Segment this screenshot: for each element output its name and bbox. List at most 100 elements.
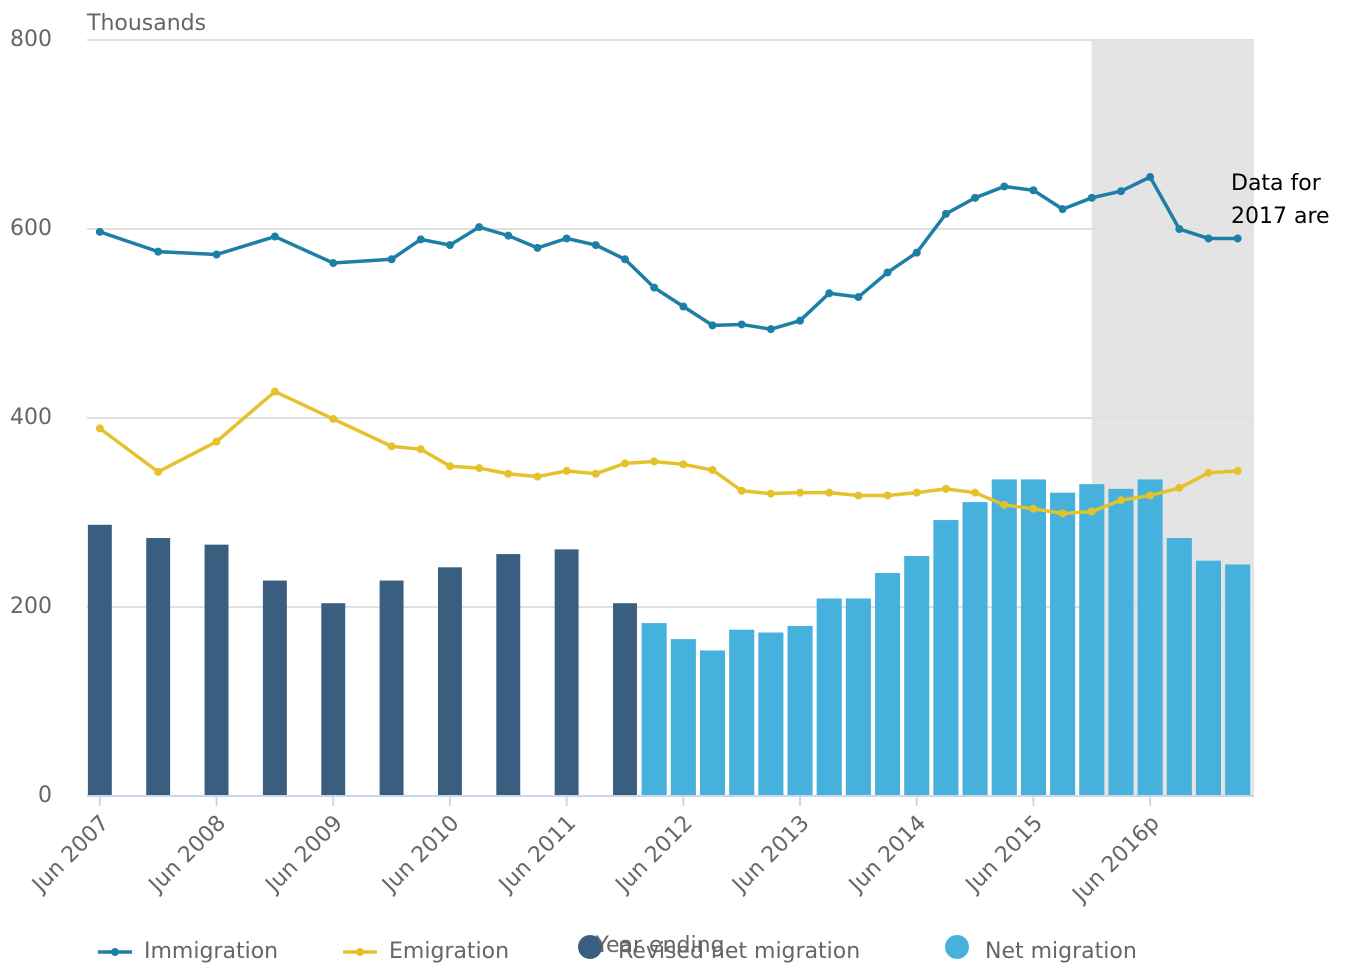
point bbox=[971, 488, 980, 497]
y-axis-title: Thousands bbox=[86, 11, 206, 36]
bar bbox=[670, 639, 696, 796]
point bbox=[95, 424, 104, 433]
y-tick-label: 800 bbox=[10, 27, 52, 52]
point bbox=[825, 488, 834, 497]
legend-label: Immigration bbox=[144, 939, 278, 964]
bar bbox=[1225, 564, 1251, 796]
point bbox=[1087, 193, 1096, 202]
point bbox=[416, 445, 425, 454]
point bbox=[1146, 491, 1155, 500]
annotation: Data for bbox=[1231, 171, 1322, 196]
point bbox=[154, 247, 163, 256]
bar bbox=[758, 632, 784, 796]
point bbox=[854, 293, 863, 302]
x-tick-label: Jun 2012 bbox=[610, 811, 698, 899]
point bbox=[883, 268, 892, 277]
bar bbox=[496, 554, 521, 796]
point bbox=[620, 255, 629, 264]
point bbox=[912, 488, 921, 497]
point bbox=[1000, 182, 1009, 191]
point bbox=[1204, 468, 1213, 477]
point bbox=[941, 209, 950, 218]
point bbox=[475, 223, 484, 232]
bar bbox=[845, 598, 871, 796]
point bbox=[650, 457, 659, 466]
y-tick-label: 400 bbox=[10, 405, 52, 430]
bar bbox=[437, 567, 462, 796]
x-tick-label: Jun 2016p bbox=[1067, 811, 1165, 909]
bar bbox=[1137, 479, 1163, 796]
point bbox=[329, 259, 338, 268]
point bbox=[416, 235, 425, 244]
x-tick-label: Jun 2013 bbox=[727, 811, 815, 899]
legend-label: Emigration bbox=[389, 939, 509, 964]
point bbox=[1233, 466, 1242, 475]
bar bbox=[1166, 538, 1192, 796]
x-tick-label: Jun 2015 bbox=[960, 811, 1048, 899]
point bbox=[270, 387, 279, 396]
point bbox=[1175, 483, 1184, 492]
x-axis-title: Year ending bbox=[594, 933, 724, 958]
line bbox=[99, 174, 1238, 331]
bar bbox=[379, 580, 404, 796]
point bbox=[562, 466, 571, 475]
point bbox=[854, 491, 863, 500]
legend-marker bbox=[111, 948, 119, 956]
bar bbox=[729, 629, 755, 796]
bar bbox=[1050, 492, 1076, 796]
bar bbox=[1020, 479, 1046, 796]
bar bbox=[641, 623, 667, 796]
bar bbox=[321, 603, 346, 796]
point bbox=[329, 414, 338, 423]
point bbox=[796, 488, 805, 497]
bar bbox=[699, 650, 726, 796]
point bbox=[1146, 173, 1155, 182]
bar bbox=[962, 502, 988, 796]
point bbox=[533, 472, 542, 481]
x-tick-label: Jun 2007 bbox=[26, 811, 114, 899]
point bbox=[212, 437, 221, 446]
point bbox=[1029, 504, 1038, 513]
x-tick-label: Jun 2009 bbox=[260, 811, 348, 899]
point bbox=[591, 241, 600, 250]
point bbox=[95, 227, 104, 236]
point bbox=[1204, 234, 1213, 243]
point bbox=[1058, 509, 1067, 518]
y-tick-label: 200 bbox=[10, 594, 52, 619]
x-tick-label: Jun 2010 bbox=[376, 811, 464, 899]
bar bbox=[1195, 560, 1222, 796]
point bbox=[825, 289, 834, 298]
legend-label: Net migration bbox=[985, 939, 1137, 964]
point bbox=[1116, 187, 1125, 196]
y-tick-label: 0 bbox=[38, 783, 52, 808]
point bbox=[533, 243, 542, 252]
point bbox=[154, 467, 163, 476]
point bbox=[591, 469, 600, 478]
bar bbox=[87, 524, 112, 796]
bar bbox=[204, 544, 229, 796]
bar bbox=[554, 549, 579, 796]
bar bbox=[613, 603, 637, 796]
point bbox=[504, 231, 513, 240]
point bbox=[766, 489, 775, 498]
point bbox=[650, 283, 659, 292]
point bbox=[912, 248, 921, 257]
point bbox=[475, 464, 484, 473]
point bbox=[270, 232, 279, 241]
annotation: 2017 are bbox=[1231, 204, 1330, 229]
point bbox=[562, 234, 571, 243]
point bbox=[1000, 500, 1009, 509]
bar bbox=[787, 625, 813, 796]
point bbox=[708, 321, 717, 330]
bar bbox=[933, 520, 959, 796]
point bbox=[445, 462, 454, 471]
x-tick-label: Jun 2008 bbox=[143, 811, 231, 899]
point bbox=[708, 465, 717, 474]
point bbox=[445, 241, 454, 250]
point bbox=[1029, 186, 1038, 195]
point bbox=[620, 459, 629, 468]
legend-marker bbox=[356, 948, 364, 956]
point bbox=[796, 316, 805, 325]
point bbox=[1087, 507, 1096, 516]
